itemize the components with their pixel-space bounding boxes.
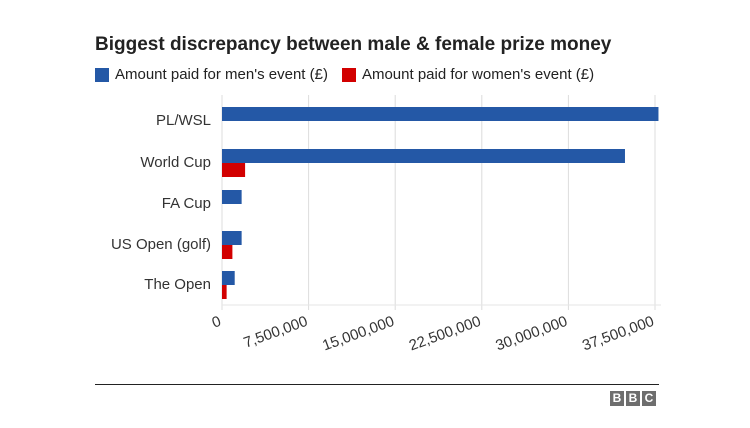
x-tick-label: 30,000,000 <box>493 313 569 355</box>
footer-rule <box>95 384 659 385</box>
bar-men <box>222 271 235 285</box>
x-tick-label: 7,500,000 <box>241 313 310 352</box>
category-label: PL/WSL <box>156 112 211 129</box>
bar-men <box>222 231 242 245</box>
x-tick-label: 37,500,000 <box>580 313 656 355</box>
legend-item-women: Amount paid for women's event (£) <box>341 66 595 83</box>
legend: Amount paid for men's event (£) Amount p… <box>95 66 608 83</box>
x-tick-label: 0 <box>210 313 224 332</box>
category-label: The Open <box>144 276 211 293</box>
logo-letter: C <box>642 391 656 406</box>
bar-men <box>222 190 242 204</box>
legend-label-women: Amount paid for women's event (£) <box>361 66 595 83</box>
category-label: World Cup <box>140 154 211 171</box>
x-tick-label: 22,500,000 <box>407 313 483 355</box>
chart-title: Biggest discrepancy between male & femal… <box>95 34 612 55</box>
bar-men <box>222 107 659 121</box>
bar-women <box>222 285 227 299</box>
legend-label-men: Amount paid for men's event (£) <box>115 66 328 83</box>
logo-letter: B <box>610 391 624 406</box>
bar-women <box>222 245 233 259</box>
bar-men <box>222 149 625 163</box>
legend-swatch-women <box>341 67 356 82</box>
legend-item-men: Amount paid for men's event (£) <box>95 66 328 83</box>
category-label: FA Cup <box>162 195 211 212</box>
category-label: US Open (golf) <box>111 236 211 253</box>
bar-women <box>222 163 246 177</box>
legend-swatch-men <box>95 67 109 82</box>
logo-letter: B <box>626 391 640 406</box>
x-tick-label: 15,000,000 <box>320 313 396 355</box>
